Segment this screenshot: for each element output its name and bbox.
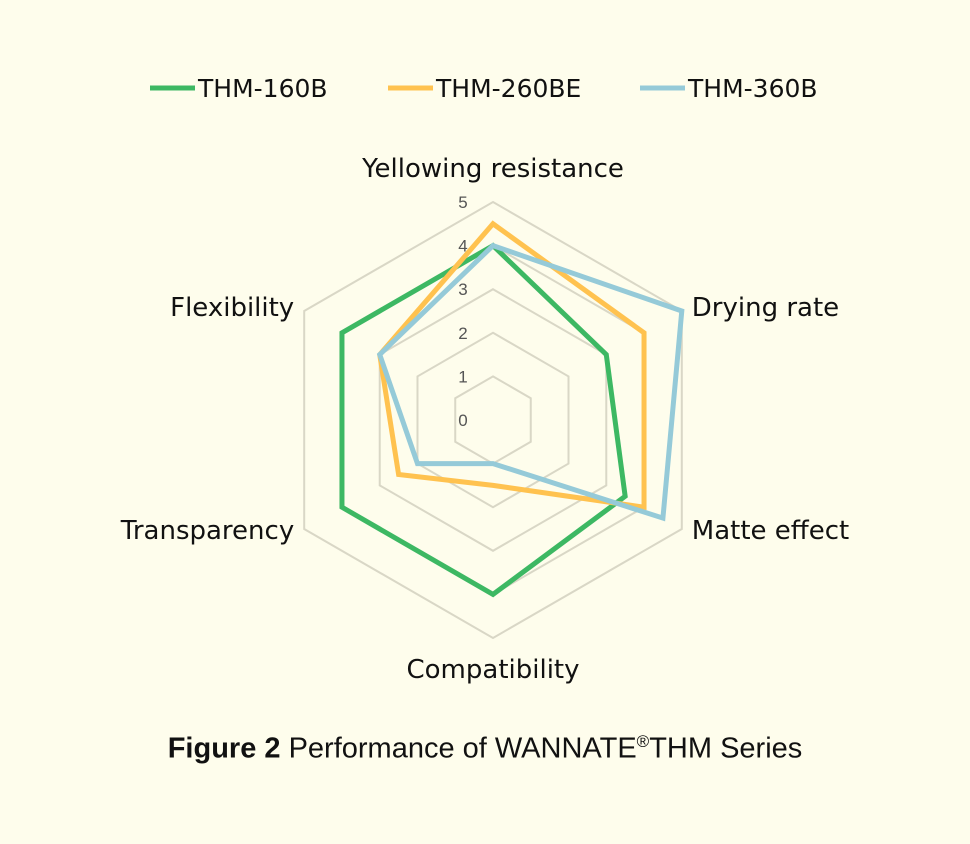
series-line xyxy=(339,242,628,598)
tick-label: 1 xyxy=(458,367,467,386)
axis-label: Matte effect xyxy=(692,516,849,546)
axis-label: Compatibility xyxy=(407,655,580,685)
caption-label: Figure 2 xyxy=(167,732,281,765)
caption-text: Performance of WANNATE xyxy=(280,732,637,765)
tick-label: 3 xyxy=(458,280,467,299)
axis-label: Transparency xyxy=(120,516,294,546)
registered-mark: ® xyxy=(636,732,650,751)
tick-label: 0 xyxy=(458,411,467,430)
grid-ring xyxy=(416,331,570,509)
grid-ring xyxy=(303,200,683,640)
legend-label: THM-260BE xyxy=(435,74,581,103)
legend-label: THM-360B xyxy=(687,74,818,103)
grid-ring xyxy=(378,288,608,552)
tick-label: 2 xyxy=(458,324,467,343)
axis-label: Yellowing resistance xyxy=(361,154,624,184)
axis-label: Flexibility xyxy=(170,293,294,323)
caption-text-end: THM Series xyxy=(649,732,803,765)
axis-label: Drying rate xyxy=(692,293,839,323)
tick-label: 4 xyxy=(458,237,467,256)
series-line xyxy=(376,242,685,522)
legend-label: THM-160B xyxy=(197,74,328,103)
tick-label: 5 xyxy=(458,193,467,212)
figure-caption: Figure 2 Performance of WANNATE®THM Seri… xyxy=(0,732,970,766)
